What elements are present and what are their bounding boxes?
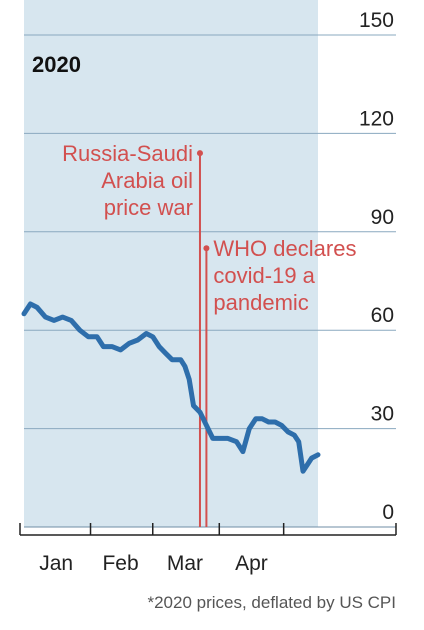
y-tick-label-60: 60 xyxy=(371,304,394,327)
annotation-dot-1 xyxy=(196,150,203,157)
annotation-dot-2 xyxy=(203,245,210,252)
annotation-1-line-1: Russia-Saudi xyxy=(62,141,193,166)
y-tick-label-30: 30 xyxy=(371,403,394,426)
shaded-period-background xyxy=(24,0,318,527)
annotation-1-line-2: Arabia oil xyxy=(101,168,193,193)
y-tick-label-90: 90 xyxy=(371,206,394,229)
x-axis-ticks xyxy=(19,523,397,535)
x-axis-labels: Jan Feb Mar Apr xyxy=(39,552,268,575)
annotation-1-line-3: price war xyxy=(104,195,193,220)
annotation-lines xyxy=(196,150,210,527)
annotation-2-line-2: covid-19 a xyxy=(213,263,315,288)
x-tick-label-mar: Mar xyxy=(167,552,203,575)
annotation-2-line-3: pandemic xyxy=(213,290,308,315)
x-tick-label-feb: Feb xyxy=(102,552,138,575)
x-tick-label-apr: Apr xyxy=(235,552,268,575)
footnote: *2020 prices, deflated by US CPI xyxy=(147,593,396,612)
y-tick-label-0: 0 xyxy=(382,501,394,524)
y-tick-label-120: 120 xyxy=(359,107,394,130)
y-tick-label-150: 150 xyxy=(359,9,394,32)
annotation-2-line-1: WHO declares xyxy=(213,236,356,261)
oil-price-line xyxy=(21,301,321,474)
y-axis-labels: 0 30 60 90 120 150 xyxy=(359,9,394,524)
panel-year-label: 2020 xyxy=(32,52,81,77)
x-tick-label-jan: Jan xyxy=(39,552,73,575)
